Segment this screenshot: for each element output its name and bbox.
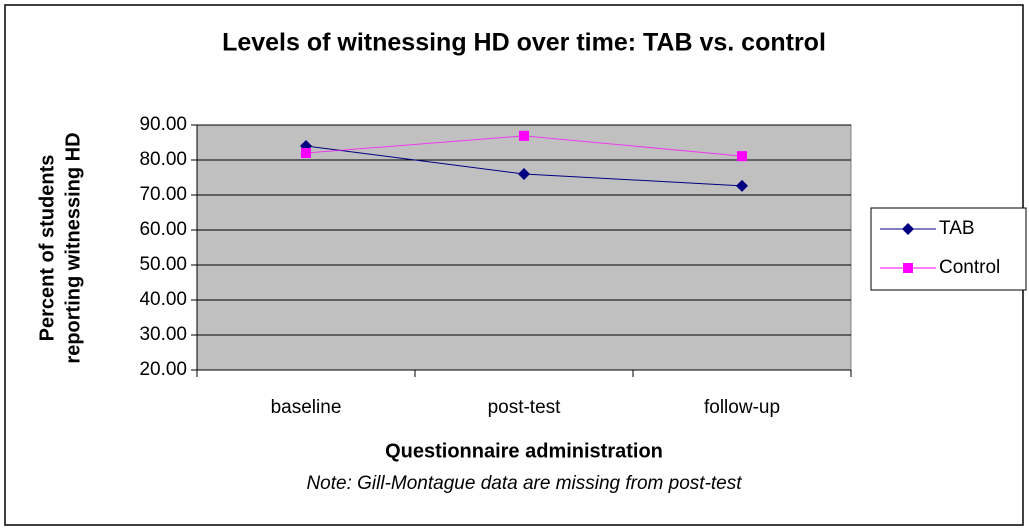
y-tick-label: 40.00 — [139, 289, 187, 310]
y-axis-label-line: reporting witnessing HD — [62, 132, 84, 363]
y-tick-label: 80.00 — [139, 149, 187, 170]
legend-box — [870, 207, 1027, 291]
y-tick-label: 50.00 — [139, 254, 187, 275]
marker — [737, 151, 747, 162]
chart-title: Levels of witnessing HD over time: TAB v… — [222, 29, 826, 57]
marker — [518, 168, 530, 180]
y-tick-label: 60.00 — [139, 219, 187, 240]
x-tick-label: post-test — [488, 397, 562, 418]
y-tick-label: 70.00 — [139, 184, 187, 205]
marker — [903, 263, 913, 273]
legend-label: Control — [939, 257, 1000, 278]
x-tick-label: baseline — [271, 397, 342, 418]
y-tick-label: 20.00 — [139, 359, 187, 380]
x-tick-label: follow-up — [704, 397, 780, 418]
y-axis-label-line: Percent of students — [36, 155, 58, 342]
marker — [301, 148, 311, 158]
legend-label: TAB — [939, 218, 975, 239]
marker — [902, 223, 914, 235]
y-axis-label: Percent of students reporting witnessing… — [36, 132, 84, 363]
note: Note: Gill-Montague data are missing fro… — [306, 473, 742, 494]
x-axis-label: Questionnaire administration — [385, 440, 663, 462]
y-tick-label: 90.00 — [139, 114, 187, 135]
plot-area — [196, 124, 852, 371]
marker — [519, 130, 529, 141]
y-tick-label: 30.00 — [139, 324, 187, 345]
marker — [736, 179, 748, 192]
